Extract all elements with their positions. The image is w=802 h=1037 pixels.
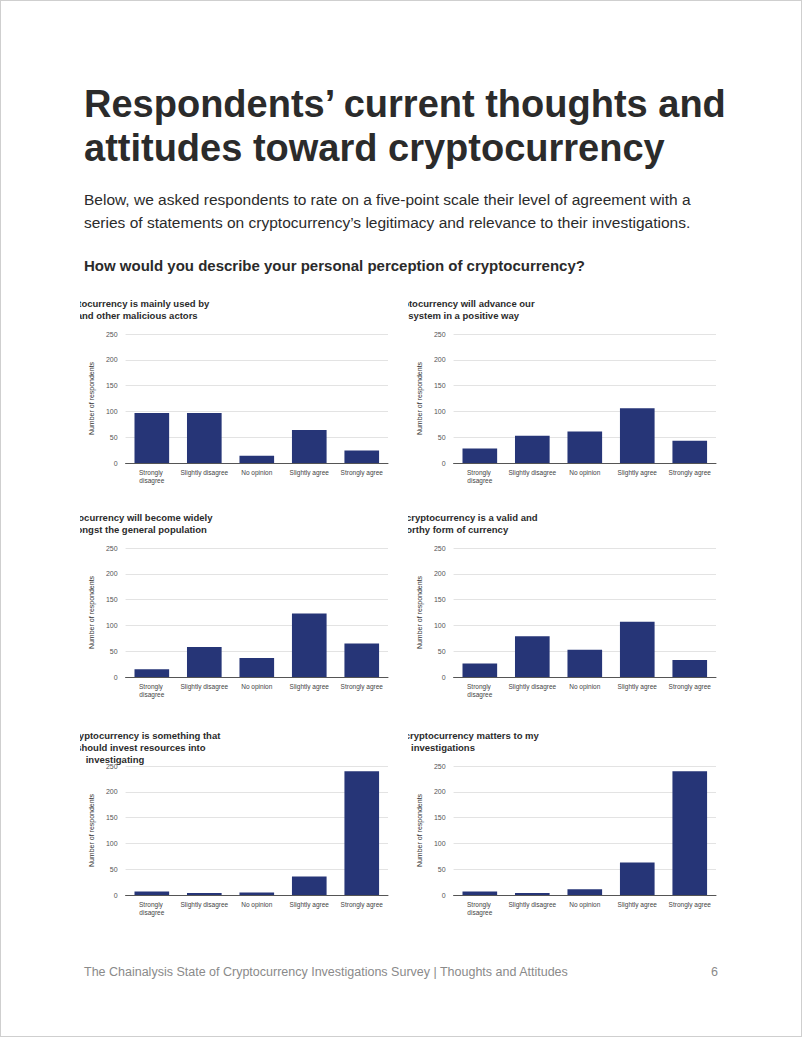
- svg-text:my agency should invest resour: my agency should invest resources into: [80, 742, 208, 753]
- svg-text:150: 150: [434, 382, 446, 389]
- html-text:6: 6: [711, 965, 718, 979]
- svg-text:150: 150: [434, 596, 446, 603]
- svg-text:150: 150: [106, 382, 118, 389]
- svg-text:200: 200: [106, 570, 118, 577]
- svg-text:Slightly agree: Slightly agree: [290, 469, 330, 477]
- svg-text:200: 200: [434, 788, 446, 795]
- svg-text:50: 50: [438, 648, 446, 655]
- svg-text:200: 200: [106, 356, 118, 363]
- svg-text:adopted amongst the general po: adopted amongst the general population: [80, 524, 207, 535]
- svg-text:No opinion: No opinion: [241, 469, 272, 477]
- svg-text:I believe that cryptocurrency: I believe that cryptocurrency is somethi…: [80, 730, 221, 741]
- svg-text:250: 250: [106, 545, 118, 552]
- svg-text:Slightly disagree: Slightly disagree: [508, 683, 556, 691]
- svg-text:disagree: disagree: [467, 477, 492, 485]
- svg-text:No opinion: No opinion: [241, 683, 272, 691]
- svg-text:Slightly agree: Slightly agree: [290, 901, 330, 909]
- svg-text:Slightly agree: Slightly agree: [290, 683, 330, 691]
- svg-text:Strongly: Strongly: [139, 469, 165, 477]
- svg-text:200: 200: [434, 356, 446, 363]
- svg-text:Slightly disagree: Slightly disagree: [180, 469, 228, 477]
- svg-text:100: 100: [434, 840, 446, 847]
- svg-text:200: 200: [106, 788, 118, 795]
- svg-text:100: 100: [106, 622, 118, 629]
- svg-text:250: 250: [105, 762, 118, 770]
- svg-text:0: 0: [442, 674, 446, 681]
- svg-text:No opinion: No opinion: [569, 683, 600, 691]
- svg-text:disagree: disagree: [467, 909, 492, 917]
- svg-text:50: 50: [438, 866, 446, 873]
- svg-text:investigations: investigations: [411, 742, 475, 753]
- svg-text:0: 0: [114, 674, 118, 681]
- svg-text:I believe cryptocurrency will: I believe cryptocurrency will advance ou…: [408, 298, 537, 309]
- svg-text:I believe that cryptocurrency: I believe that cryptocurrency is a valid…: [408, 512, 540, 523]
- svg-text:Number of respondents: Number of respondents: [416, 793, 424, 867]
- svg-text:Slightly disagree: Slightly disagree: [180, 683, 228, 691]
- svg-text:Number of respondents: Number of respondents: [88, 793, 96, 867]
- svg-text:50: 50: [110, 866, 118, 873]
- html-text:The Chainalysis State of Crypt: The Chainalysis State of Cryptocurrency …: [84, 965, 568, 979]
- svg-text:Strongly: Strongly: [139, 901, 165, 909]
- svg-text:Slightly disagree: Slightly disagree: [508, 469, 556, 477]
- svg-text:250: 250: [106, 331, 118, 338]
- svg-text:Strongly agree: Strongly agree: [341, 683, 384, 691]
- svg-text:disagree: disagree: [139, 691, 164, 699]
- svg-text:100: 100: [434, 622, 446, 629]
- svg-text:Strongly: Strongly: [139, 683, 165, 691]
- svg-text:Strongly agree: Strongly agree: [669, 901, 712, 909]
- svg-text:150: 150: [106, 596, 118, 603]
- svg-text:Slightly disagree: Slightly disagree: [508, 901, 556, 909]
- svg-text:50: 50: [110, 648, 118, 655]
- svg-text:100: 100: [106, 408, 118, 415]
- svg-text:Strongly agree: Strongly agree: [341, 469, 384, 477]
- svg-text:Strongly agree: Strongly agree: [669, 469, 712, 477]
- svg-text:No opinion: No opinion: [241, 901, 272, 909]
- svg-text:0: 0: [442, 892, 446, 899]
- svg-text:100: 100: [434, 408, 446, 415]
- svg-text:Number of respondents: Number of respondents: [88, 361, 96, 435]
- svg-text:investigating: investigating: [86, 754, 145, 765]
- svg-text:200: 200: [434, 570, 446, 577]
- svg-text:Number of respondents: Number of respondents: [416, 361, 424, 435]
- svg-text:150: 150: [106, 814, 118, 821]
- svg-text:disagree: disagree: [467, 691, 492, 699]
- html-text:How would you describe your pe: How would you describe your personal per…: [84, 257, 585, 274]
- svg-text:criminals and other malicious: criminals and other malicious actors: [80, 310, 198, 321]
- svg-text:250: 250: [434, 763, 446, 770]
- svg-text:I believe that cryptocurrency: I believe that cryptocurrency matters to…: [408, 730, 541, 741]
- svg-text:disagree: disagree: [139, 909, 164, 917]
- svg-text:Slightly disagree: Slightly disagree: [180, 901, 228, 909]
- svg-text:250: 250: [434, 331, 446, 338]
- svg-text:Strongly agree: Strongly agree: [341, 901, 384, 909]
- svg-text:Strongly: Strongly: [467, 469, 493, 477]
- svg-text:Strongly agree: Strongly agree: [669, 683, 712, 691]
- svg-text:Slightly agree: Slightly agree: [618, 469, 658, 477]
- svg-text:I believe cryptocurrency will: I believe cryptocurrency will become wid…: [80, 512, 215, 523]
- svg-text:Number of respondents: Number of respondents: [88, 575, 96, 649]
- svg-text:trustworthy form of currency: trustworthy form of currency: [408, 524, 509, 535]
- svg-text:No opinion: No opinion: [569, 901, 600, 909]
- svg-text:I believe cryptocurrency is ma: I believe cryptocurrency is mainly used …: [80, 298, 212, 309]
- svg-text:Slightly agree: Slightly agree: [618, 901, 658, 909]
- svg-text:0: 0: [114, 460, 118, 467]
- svg-text:Slightly agree: Slightly agree: [618, 683, 658, 691]
- svg-text:No opinion: No opinion: [569, 469, 600, 477]
- svg-text:150: 150: [434, 814, 446, 821]
- html-text:Respondents’ current thoughts: Respondents’ current thoughts and attitu…: [84, 83, 726, 169]
- svg-text:50: 50: [438, 434, 446, 441]
- svg-text:disagree: disagree: [139, 477, 164, 485]
- html-text:Below, we asked respondents to: Below, we asked respondents to rate on a…: [84, 191, 691, 231]
- svg-text:Strongly: Strongly: [467, 683, 493, 691]
- svg-text:100: 100: [106, 840, 118, 847]
- svg-text:Strongly: Strongly: [467, 901, 493, 909]
- svg-text:financial system in a positive: financial system in a positive way: [408, 310, 520, 321]
- svg-text:250: 250: [434, 545, 446, 552]
- svg-text:50: 50: [110, 434, 118, 441]
- svg-text:Number of respondents: Number of respondents: [416, 575, 424, 649]
- svg-text:0: 0: [114, 892, 118, 899]
- svg-text:0: 0: [442, 460, 446, 467]
